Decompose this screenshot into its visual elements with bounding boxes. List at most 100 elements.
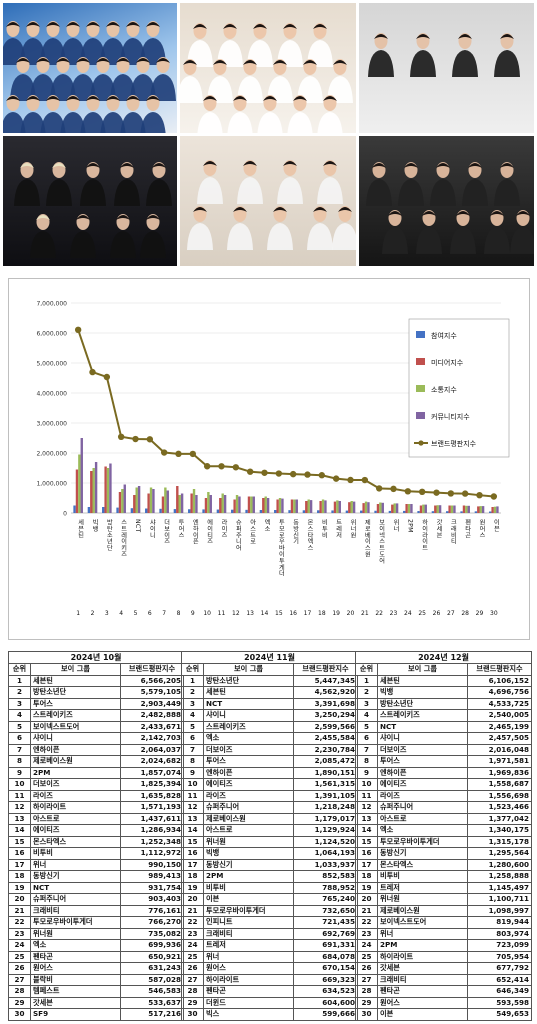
table-row: 19 트레저 1,145,497 — [355, 881, 533, 894]
rank-cell: 9 — [8, 766, 31, 779]
bar — [348, 502, 351, 513]
brand-index-cell: 1,098,997 — [466, 904, 533, 917]
rank-cell: 17 — [355, 858, 378, 871]
x-rank-number: 2 — [91, 610, 95, 617]
x-category-label: 빅뱅 — [91, 518, 98, 531]
x-category-label: 투어스 — [177, 519, 184, 538]
rank-cell: 3 — [355, 697, 378, 710]
group-name-cell: 슈퍼주니어 — [203, 801, 294, 814]
brand-index-cell: 533,637 — [119, 996, 185, 1009]
bar — [204, 498, 208, 513]
x-rank-number: 23 — [390, 610, 398, 617]
brand-index-point — [289, 470, 297, 478]
x-category-label: 비투비 — [320, 518, 327, 539]
rank-cell: 14 — [355, 824, 378, 837]
x-rank-number: 15 — [275, 610, 283, 617]
rank-cell: 30 — [181, 1008, 204, 1021]
brand-index-cell: 1,145,497 — [466, 881, 533, 894]
x-rank-number: 5 — [134, 610, 138, 617]
y-tick-label: 1,000,000 — [36, 481, 67, 488]
table-row: 14 에이티즈 1,286,934 — [8, 824, 185, 837]
bar — [73, 505, 76, 513]
bar — [474, 511, 478, 513]
table-row: 5 스트레이키즈 2,599,566 — [181, 720, 359, 733]
brand-index-cell: 684,078 — [292, 950, 359, 963]
brand-index-cell: 699,936 — [119, 939, 185, 952]
table-row: 8 투어스 1,971,581 — [355, 755, 533, 768]
rank-cell: 21 — [8, 904, 31, 917]
bar — [130, 508, 134, 513]
x-rank-number: 22 — [375, 610, 383, 617]
group-name-cell: 방탄소년단 — [203, 674, 294, 687]
table-row: 3 NCT 3,391,698 — [181, 697, 359, 710]
rank-cell: 22 — [355, 916, 378, 929]
group-name-cell: 펜타곤 — [30, 950, 121, 963]
brand-index-cell: 1,129,924 — [292, 824, 359, 837]
rank-cell: 26 — [8, 962, 31, 975]
photo-group-1 — [3, 3, 177, 133]
rank-cell: 30 — [355, 1008, 378, 1021]
bar — [331, 510, 334, 513]
table-row: 7 엔하이픈 2,064,037 — [8, 743, 185, 756]
legend-swatch — [416, 412, 425, 419]
brand-index-cell: 549,653 — [466, 1008, 533, 1021]
x-rank-number: 11 — [218, 610, 226, 617]
group-name-cell: 스트레이키즈 — [30, 709, 121, 722]
table-row: 8 투어스 2,085,472 — [181, 755, 359, 768]
bar — [436, 505, 439, 513]
rank-cell: 25 — [355, 950, 378, 963]
brand-index-cell: 732,650 — [292, 904, 359, 917]
rank-cell: 28 — [355, 985, 378, 998]
bar — [259, 510, 263, 513]
group-name-cell: 아스트로 — [203, 824, 294, 837]
group-name-cell: 엑소 — [30, 939, 121, 952]
header-group: 보이 그룹 — [377, 663, 468, 676]
table-row: 21 크래비티 776,161 — [8, 904, 185, 917]
bar — [149, 487, 153, 513]
bar — [431, 511, 435, 513]
bar — [434, 505, 437, 513]
rank-cell: 20 — [181, 893, 204, 906]
group-name-cell: 제로베이스원 — [30, 755, 121, 768]
brand-index-cell: 6,566,205 — [119, 674, 185, 687]
brand-index-cell: 1,437,611 — [119, 812, 185, 825]
bar — [202, 509, 205, 513]
rank-cell: 27 — [355, 973, 378, 986]
x-rank-number: 18 — [318, 610, 326, 617]
x-category-label: 갓세븐 — [435, 518, 442, 538]
y-tick-label: 3,000,000 — [36, 421, 67, 428]
table-period-title: 2024년 12월 — [354, 651, 533, 664]
bar — [307, 499, 310, 513]
bar — [319, 501, 322, 513]
group-name-cell: 스트레이키즈 — [203, 720, 294, 733]
brand-index-cell: 1,571,193 — [119, 801, 185, 814]
group-name-cell: 방탄소년단 — [377, 697, 468, 710]
table-row: 13 아스트로 1,437,611 — [8, 812, 185, 825]
bar — [266, 498, 270, 513]
table-row: 17 위너 990,150 — [8, 858, 185, 871]
group-name-cell: 위너 — [30, 858, 121, 871]
bar — [417, 511, 420, 513]
rank-cell: 14 — [8, 824, 31, 837]
x-category-label: 제로베이스원 — [363, 518, 370, 557]
y-tick-label: 0 — [63, 511, 67, 518]
table-row: 19 비투비 788,952 — [181, 881, 359, 894]
rank-cell: 12 — [181, 801, 204, 814]
brand-index-point — [490, 493, 498, 500]
table-row: 11 라이즈 1,391,105 — [181, 789, 359, 802]
group-name-cell: 펜타곤 — [377, 985, 468, 998]
bar — [293, 499, 296, 513]
table-row: 23 위너원 735,082 — [8, 927, 185, 940]
brand-index-cell: 646,349 — [466, 985, 533, 998]
brand-index-point — [447, 490, 455, 497]
group-name-cell: 위너 — [377, 927, 468, 940]
x-category-label: 2PM — [406, 519, 413, 533]
x-rank-number: 9 — [191, 610, 195, 617]
brand-index-cell: 3,391,698 — [292, 697, 359, 710]
brand-index-cell: 670,154 — [292, 962, 359, 975]
legend-box — [408, 318, 510, 458]
x-category-label: 이븐 — [492, 518, 499, 531]
bar — [493, 506, 497, 513]
brand-index-cell: 1,124,520 — [292, 835, 359, 848]
table-row: 26 원어스 670,154 — [181, 962, 359, 975]
